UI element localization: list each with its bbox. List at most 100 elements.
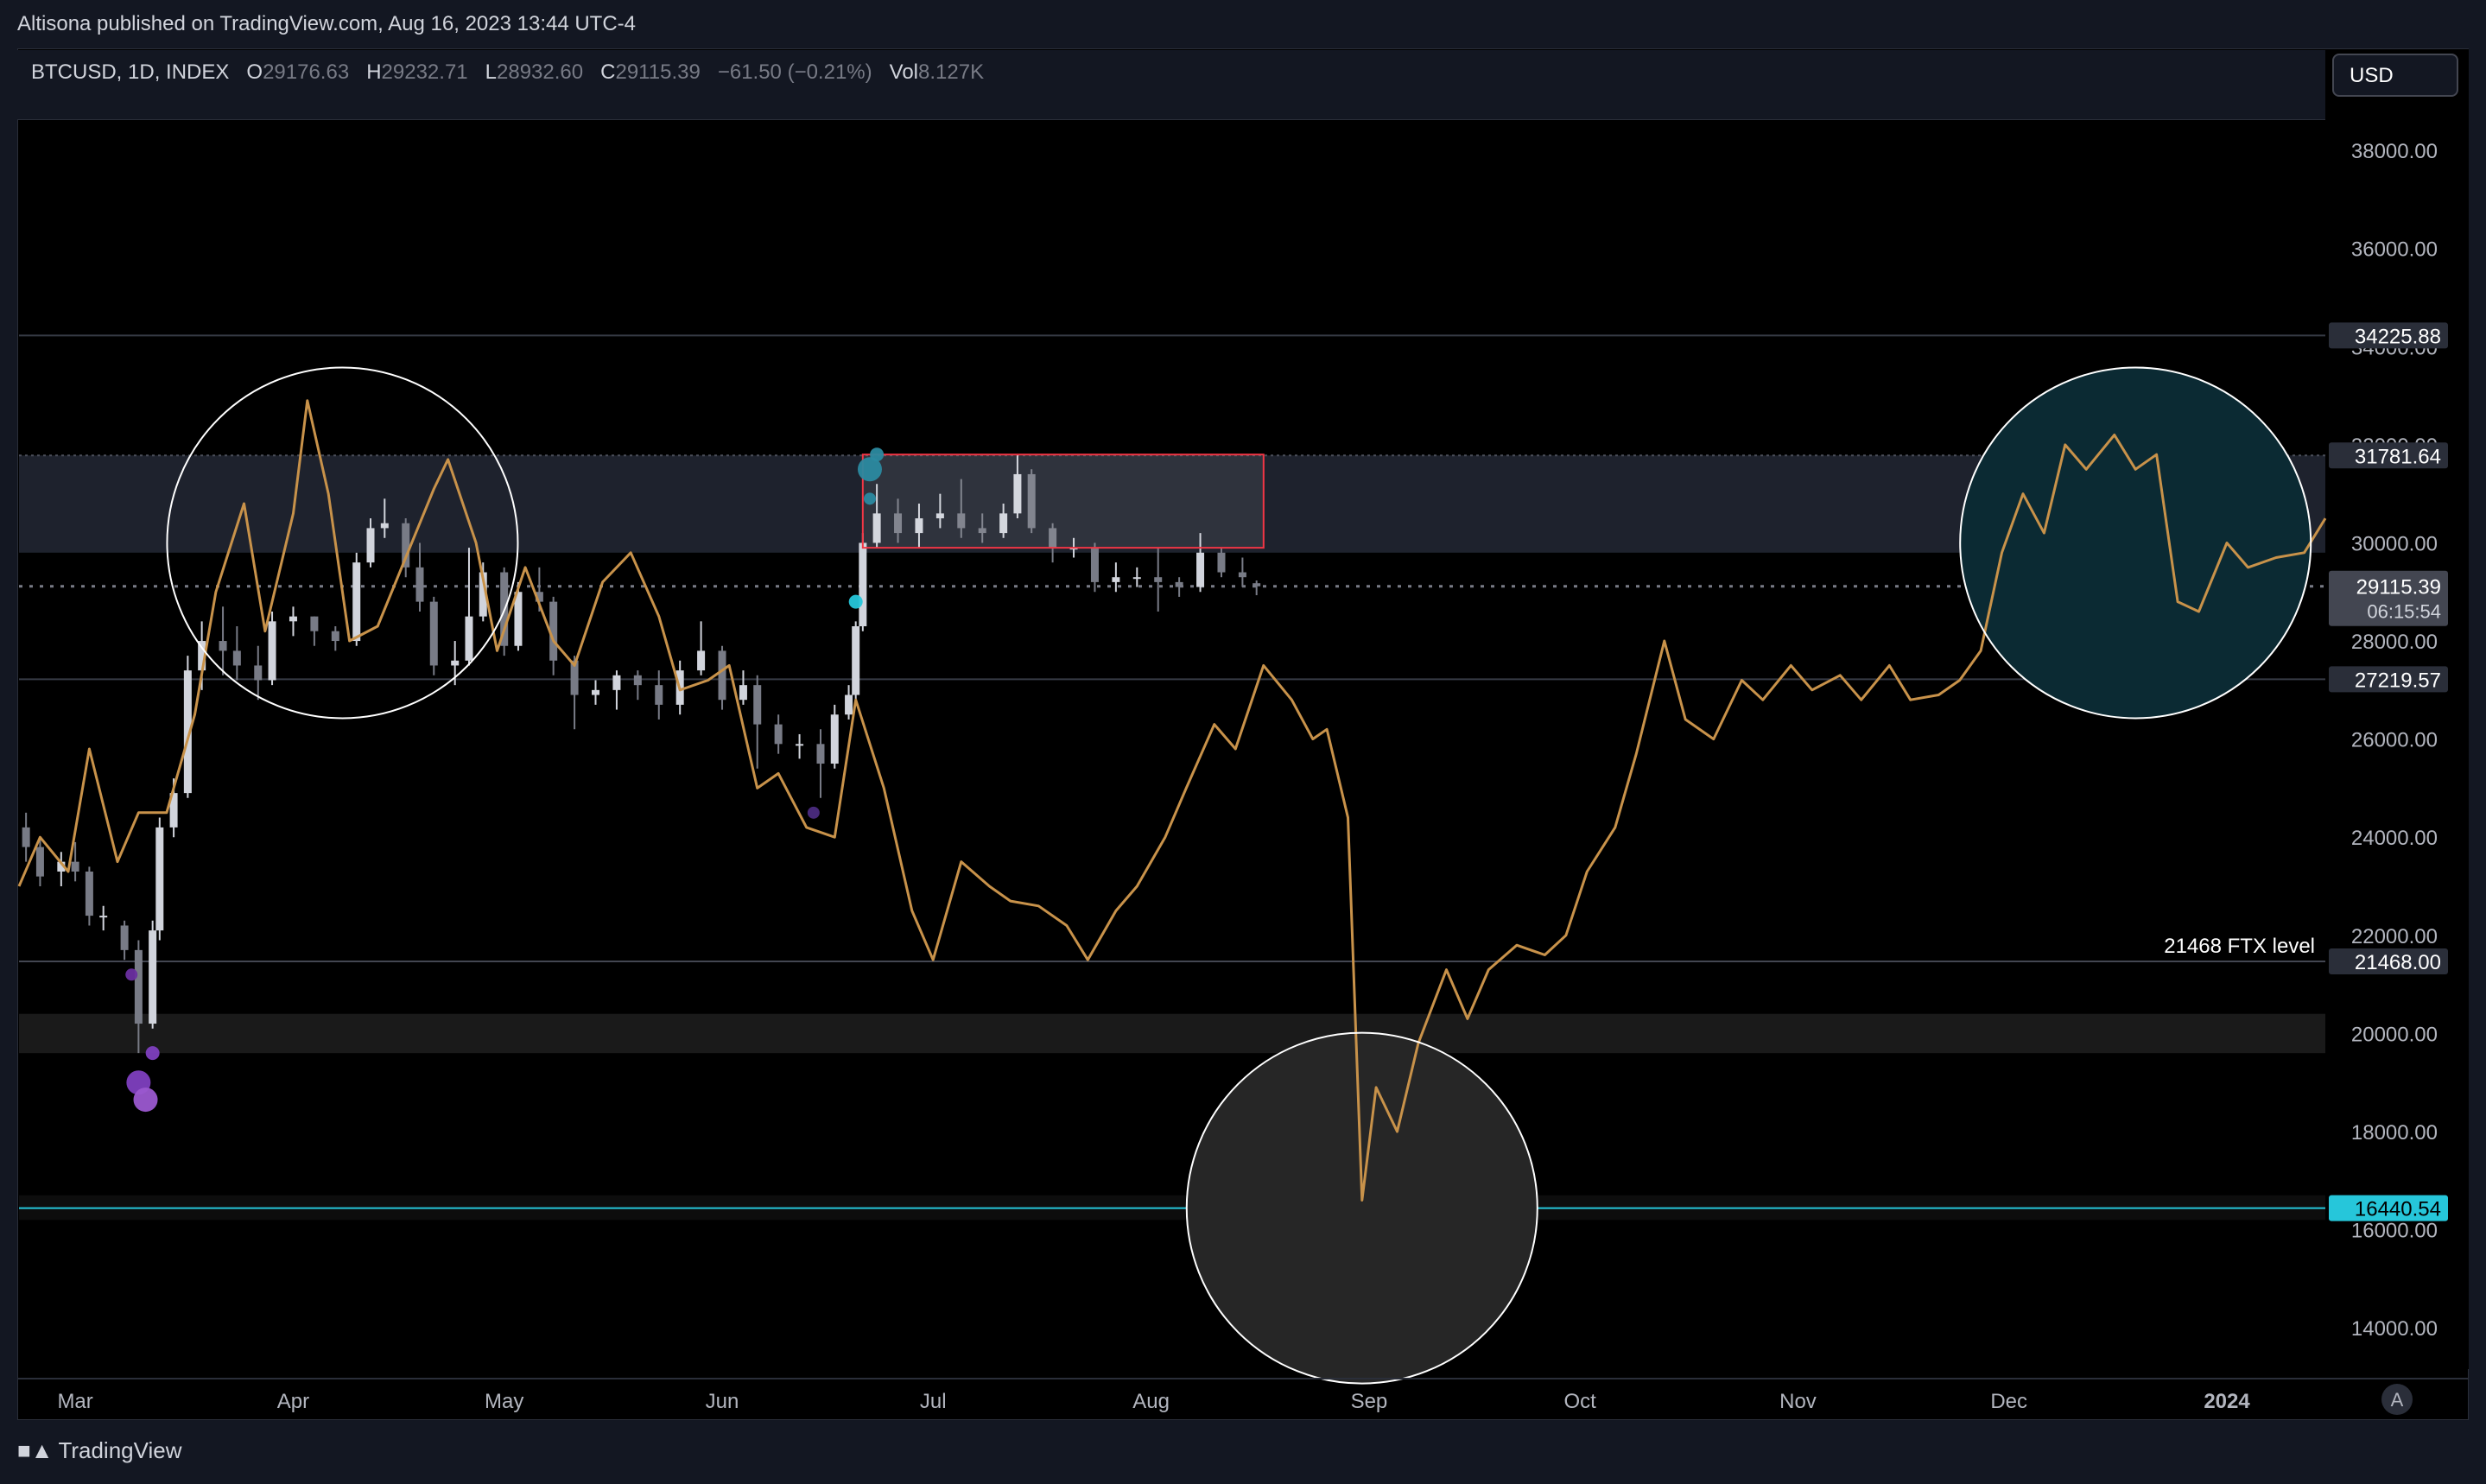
level-badge-3: 21468.00 (2329, 948, 2448, 975)
time-tick-label: Jun (706, 1390, 739, 1413)
candle-body (429, 601, 438, 666)
candle-20 (352, 552, 361, 646)
candle-62 (1112, 562, 1120, 593)
candle-37 (655, 670, 663, 720)
candle-body (99, 916, 108, 918)
candle-41 (739, 670, 747, 705)
candle-body (268, 621, 276, 681)
candle-42 (753, 675, 762, 769)
level-badge-2-bg (2329, 666, 2448, 693)
candle-body (915, 518, 923, 534)
candle-43 (774, 714, 783, 754)
price-tick-label: 16000.00 (2351, 1220, 2438, 1243)
volume-value: 8.127K (918, 60, 985, 84)
candle-body (592, 689, 599, 695)
candle-body (155, 827, 164, 931)
high-value: 29232.71 (381, 60, 468, 84)
level-badge-1: 31781.64 (2329, 442, 2448, 469)
candle-64 (1154, 548, 1163, 612)
zone-1 (19, 1013, 2325, 1054)
candle-body (612, 675, 621, 690)
symbol-name[interactable]: BTCUSD, 1D, INDEX (31, 60, 230, 84)
candle-1 (35, 837, 44, 887)
candle-57 (1013, 454, 1022, 519)
candle-47 (845, 685, 853, 720)
candle-body (753, 685, 762, 725)
candle-21 (366, 518, 375, 568)
ftx-level-annotation: 21468 FTX level (2164, 935, 2315, 958)
candle-body (451, 660, 460, 666)
candle-34 (592, 680, 599, 705)
candle-9 (155, 817, 164, 941)
candle-body (1112, 577, 1120, 582)
publish-info: Altisona published on TradingView.com, A… (17, 12, 637, 35)
level-badge-1-bg (2329, 442, 2448, 469)
close-value: 29115.39 (615, 60, 701, 84)
time-tick-label: Mar (57, 1390, 92, 1413)
candle-48 (852, 621, 860, 701)
change-value: −61.50 (−0.21%) (717, 60, 872, 84)
publish-header: Altisona published on TradingView.com, A… (0, 0, 2486, 48)
circle-fill-2 (1960, 367, 2312, 719)
candle-body (894, 513, 903, 534)
tradingview-logo[interactable]: ■▲ TradingView (17, 1437, 182, 1464)
candle-body (331, 631, 339, 642)
price-tick-label: 36000.00 (2351, 238, 2438, 262)
price-tick-label: 38000.00 (2351, 140, 2438, 163)
footer-bar (0, 1422, 2486, 1484)
candle-body (1027, 473, 1036, 529)
candle-body (535, 592, 543, 602)
highlight-box-layer (861, 453, 1265, 549)
candle-body (697, 650, 706, 671)
auto-scale-icon (2381, 1384, 2413, 1415)
level-badge-2-text: 27219.57 (2355, 669, 2441, 692)
price-tick-label: 26000.00 (2351, 729, 2438, 752)
candle-body (999, 513, 1008, 534)
signal-dot-6 (857, 457, 882, 482)
price-tick-label: 24000.00 (2351, 827, 2438, 850)
currency-button[interactable]: USD (2332, 54, 2458, 97)
candle-body (1253, 583, 1261, 587)
time-tick-label: Dec (1990, 1390, 2027, 1413)
time-tick-label: Nov (1779, 1390, 1817, 1413)
candle-22 (380, 498, 389, 538)
candle-11 (183, 656, 192, 798)
candle-body (415, 567, 424, 602)
auto-scale-button[interactable]: A (2381, 1384, 2413, 1415)
candle-body (718, 650, 726, 701)
candle-40 (718, 645, 726, 710)
candle-body (852, 626, 860, 695)
candle-5 (99, 905, 108, 931)
current-price-badge-bg (2329, 570, 2448, 626)
candle-body (1175, 581, 1183, 587)
candle-body (845, 694, 853, 715)
volume-label: Vol (889, 60, 919, 84)
candle-body (1238, 572, 1246, 578)
circle-fill-1 (1186, 1032, 1538, 1384)
levels-layer: 21468 FTX level (19, 334, 2325, 1209)
candle-4 (85, 866, 93, 926)
candle-body (570, 660, 579, 695)
level-badge-2: 27219.57 (2329, 666, 2448, 693)
candle-45 (816, 729, 825, 798)
level-badge-0-bg (2329, 322, 2448, 349)
line-layer (17, 399, 2327, 1202)
tradingview-brand: TradingView (58, 1437, 182, 1463)
candle-body (830, 714, 839, 764)
candle-body (549, 601, 558, 661)
candle-3 (71, 841, 79, 882)
candle-body (134, 949, 143, 1024)
candle-body (366, 528, 375, 563)
candle-27 (465, 548, 473, 666)
price-axis-bg (2327, 49, 2469, 1369)
candle-body (232, 650, 241, 666)
candle-15 (254, 645, 263, 701)
markers-layer (125, 447, 885, 1113)
candle-body (774, 724, 783, 745)
candle-body (479, 572, 487, 617)
time-tick-label: Sep (1351, 1390, 1388, 1413)
candle-body (1196, 552, 1205, 587)
signal-dot-8 (863, 492, 876, 505)
candle-46 (830, 704, 839, 769)
